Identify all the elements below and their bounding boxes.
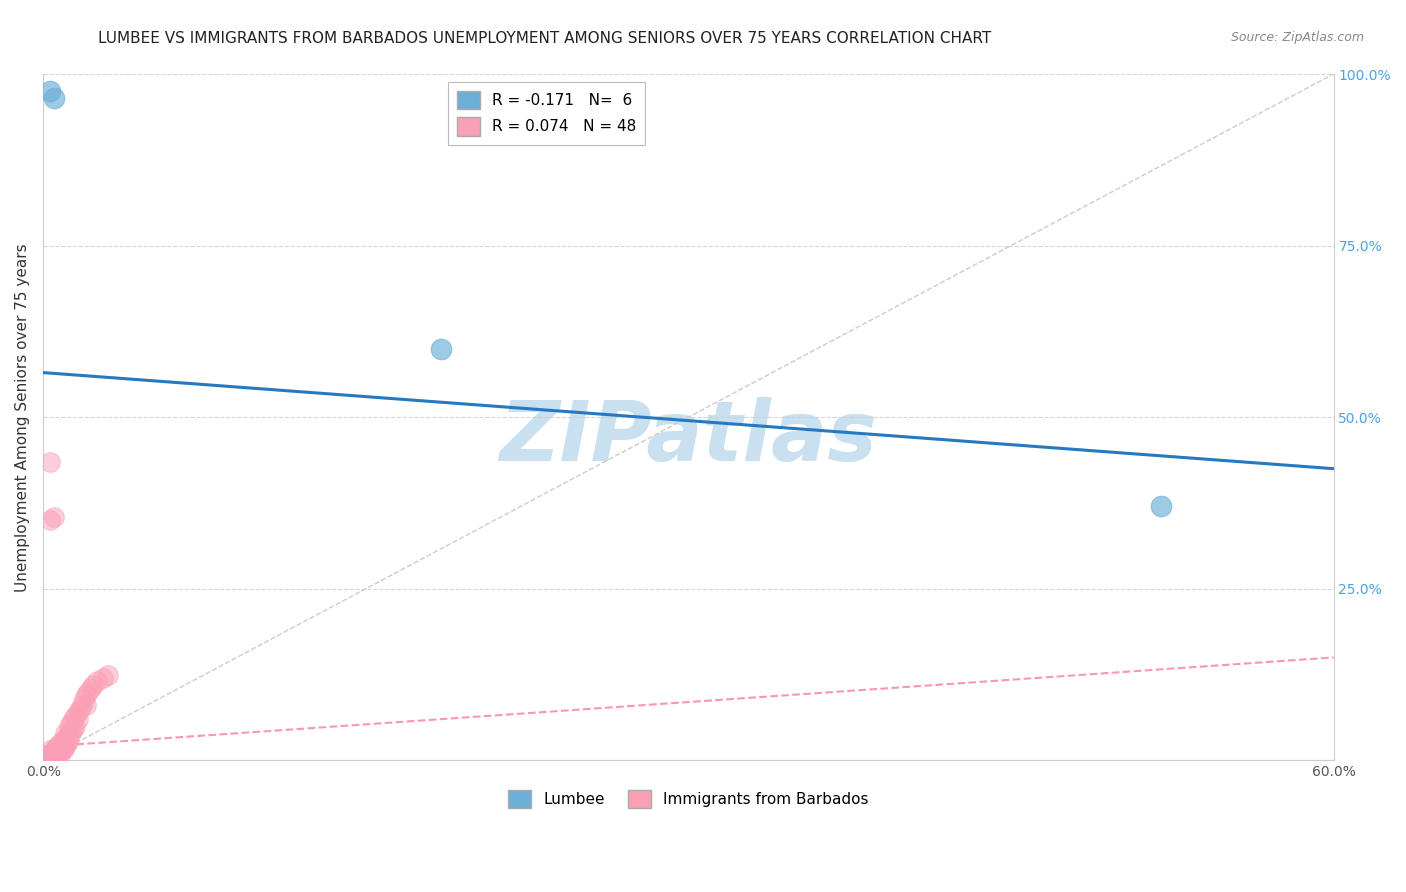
Point xyxy=(46,747,69,761)
Point xyxy=(1150,500,1173,514)
Point xyxy=(75,698,97,713)
Point xyxy=(69,702,91,716)
Point xyxy=(46,743,69,757)
Point xyxy=(49,747,72,761)
Point xyxy=(38,513,60,527)
Point xyxy=(79,681,101,696)
Point xyxy=(75,688,97,702)
Point xyxy=(51,732,73,747)
Point xyxy=(38,747,60,761)
Point xyxy=(56,730,79,744)
Legend: Lumbee, Immigrants from Barbados: Lumbee, Immigrants from Barbados xyxy=(502,784,875,814)
Point xyxy=(62,712,84,726)
Point xyxy=(62,723,84,737)
Point xyxy=(49,743,72,757)
Point xyxy=(46,739,69,754)
Point xyxy=(56,736,79,750)
Point xyxy=(51,743,73,757)
Point xyxy=(77,685,100,699)
Point xyxy=(42,750,65,764)
Point xyxy=(41,747,63,761)
Point xyxy=(58,726,80,740)
Point xyxy=(45,739,67,754)
Point xyxy=(38,84,60,98)
Point xyxy=(42,747,65,761)
Point xyxy=(70,698,93,713)
Text: ZIPatlas: ZIPatlas xyxy=(499,397,877,478)
Point xyxy=(42,509,65,524)
Point xyxy=(65,719,87,733)
Point xyxy=(51,739,73,754)
Point xyxy=(41,750,63,764)
Point xyxy=(65,708,87,723)
Point xyxy=(38,743,60,757)
Point xyxy=(53,736,76,750)
Point xyxy=(58,719,80,733)
Point xyxy=(42,743,65,757)
Y-axis label: Unemployment Among Seniors over 75 years: Unemployment Among Seniors over 75 years xyxy=(15,243,30,591)
Text: LUMBEE VS IMMIGRANTS FROM BARBADOS UNEMPLOYMENT AMONG SENIORS OVER 75 YEARS CORR: LUMBEE VS IMMIGRANTS FROM BARBADOS UNEMP… xyxy=(98,31,991,46)
Point xyxy=(49,736,72,750)
Point xyxy=(97,667,120,681)
Point xyxy=(66,706,89,720)
Point xyxy=(53,732,76,747)
Point xyxy=(58,732,80,747)
Point xyxy=(86,674,108,689)
Point xyxy=(82,678,104,692)
Point xyxy=(38,455,60,469)
Point xyxy=(60,715,83,730)
Point xyxy=(53,726,76,740)
Point xyxy=(45,747,67,761)
Point xyxy=(93,671,115,685)
Point xyxy=(60,726,83,740)
Point xyxy=(42,91,65,105)
Point xyxy=(430,342,453,356)
Point xyxy=(73,691,96,706)
Point xyxy=(66,712,89,726)
Point xyxy=(38,750,60,764)
Point xyxy=(53,739,76,754)
Text: Source: ZipAtlas.com: Source: ZipAtlas.com xyxy=(1230,31,1364,45)
